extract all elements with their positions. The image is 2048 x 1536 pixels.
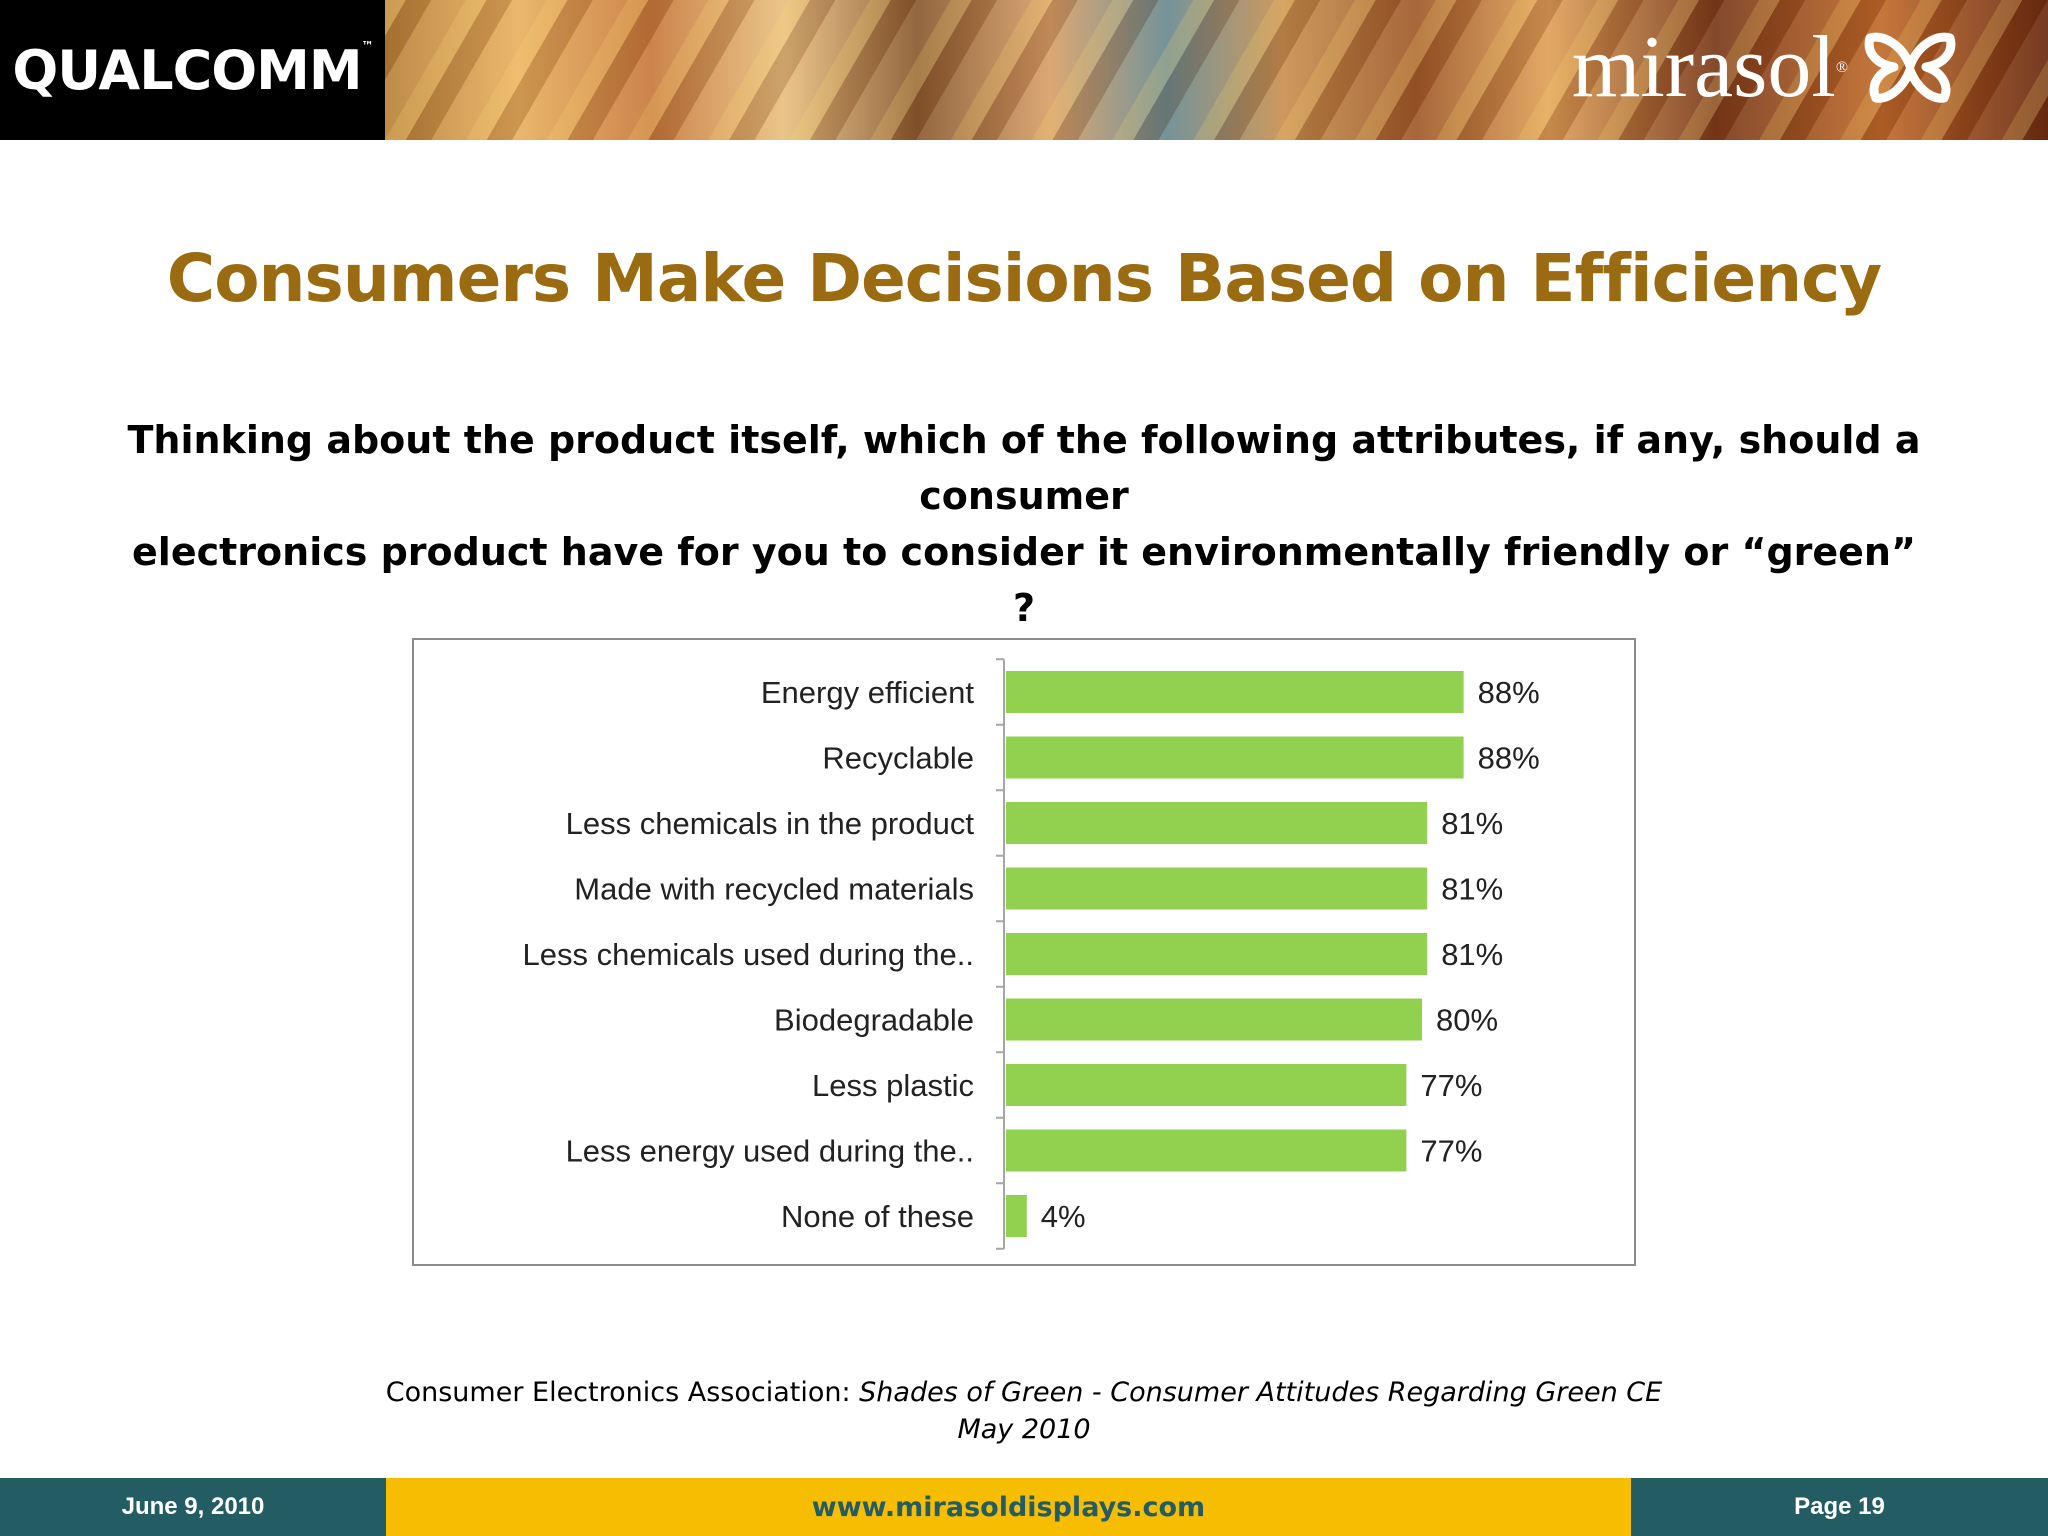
data-label: 88%	[1478, 675, 1540, 710]
data-label: 88%	[1478, 741, 1540, 776]
bar	[1006, 1064, 1407, 1106]
qualcomm-logo: QUALCOMM™	[12, 38, 373, 102]
slide-footer: June 9, 2010 www.mirasoldisplays.com Pag…	[0, 1478, 2048, 1536]
data-label: 77%	[1420, 1134, 1482, 1169]
bar	[1006, 736, 1464, 779]
bar	[1006, 998, 1422, 1041]
bar	[1006, 671, 1464, 713]
survey-question-line-1: Thinking about the product itself, which…	[127, 418, 1921, 518]
data-label: 81%	[1441, 937, 1503, 972]
category-label: None of these	[781, 1199, 974, 1234]
category-label: Less plastic	[812, 1068, 974, 1103]
footer-page-number: Page 19	[1631, 1478, 2048, 1536]
bar-chart-frame: Energy efficient 88% Recyclable 88% Less che…	[412, 638, 1636, 1266]
qualcomm-logo-text: QUALCOMM	[12, 38, 362, 102]
category-label: Less chemicals in the product	[566, 806, 975, 841]
source-prefix: Consumer Electronics Association:	[385, 1377, 860, 1408]
footer-url-link[interactable]: www.mirasoldisplays.com	[386, 1478, 1631, 1536]
category-label: Biodegradable	[774, 1003, 974, 1038]
mirasol-logo: mirasol®	[1571, 19, 1848, 116]
category-label: Recyclable	[822, 741, 974, 776]
slide-title: Consumers Make Decisions Based on Effici…	[166, 240, 1882, 317]
header-banner-image: mirasol®	[385, 0, 2048, 140]
bar-chart: Energy efficient 88% Recyclable 88% Less che…	[523, 658, 1540, 1250]
data-label: 4%	[1041, 1199, 1086, 1234]
bar	[1006, 933, 1428, 975]
category-label: Energy efficient	[761, 675, 974, 710]
slide-header: QUALCOMM™ mirasol®	[0, 0, 2048, 140]
survey-question: Thinking about the product itself, which…	[120, 412, 1928, 636]
bar	[1006, 1129, 1407, 1172]
category-label: Less chemicals used during the..	[523, 937, 974, 972]
category-label: Made with recycled materials	[574, 872, 974, 907]
source-citation: Consumer Electronics Association: Shades…	[0, 1374, 2048, 1448]
source-line-1: Consumer Electronics Association: Shades…	[0, 1374, 2048, 1411]
footer-date: June 9, 2010	[0, 1478, 386, 1536]
mirasol-logo-text: mirasol	[1571, 19, 1836, 116]
data-label: 77%	[1420, 1068, 1482, 1103]
category-label: Less energy used during the..	[566, 1134, 974, 1169]
butterfly-icon	[1864, 32, 1956, 103]
source-title: Shades of Green - Consumer Attitudes Reg…	[859, 1377, 1663, 1408]
bar	[1006, 802, 1428, 844]
data-label: 80%	[1436, 1003, 1498, 1038]
source-date: May 2010	[957, 1414, 1091, 1445]
survey-question-line-2: electronics product have for you to cons…	[132, 530, 1916, 630]
bar	[1006, 1195, 1027, 1237]
bar	[1006, 867, 1428, 910]
qualcomm-logo-area: QUALCOMM™	[0, 0, 385, 140]
data-label: 81%	[1441, 806, 1503, 841]
data-label: 81%	[1441, 872, 1503, 907]
